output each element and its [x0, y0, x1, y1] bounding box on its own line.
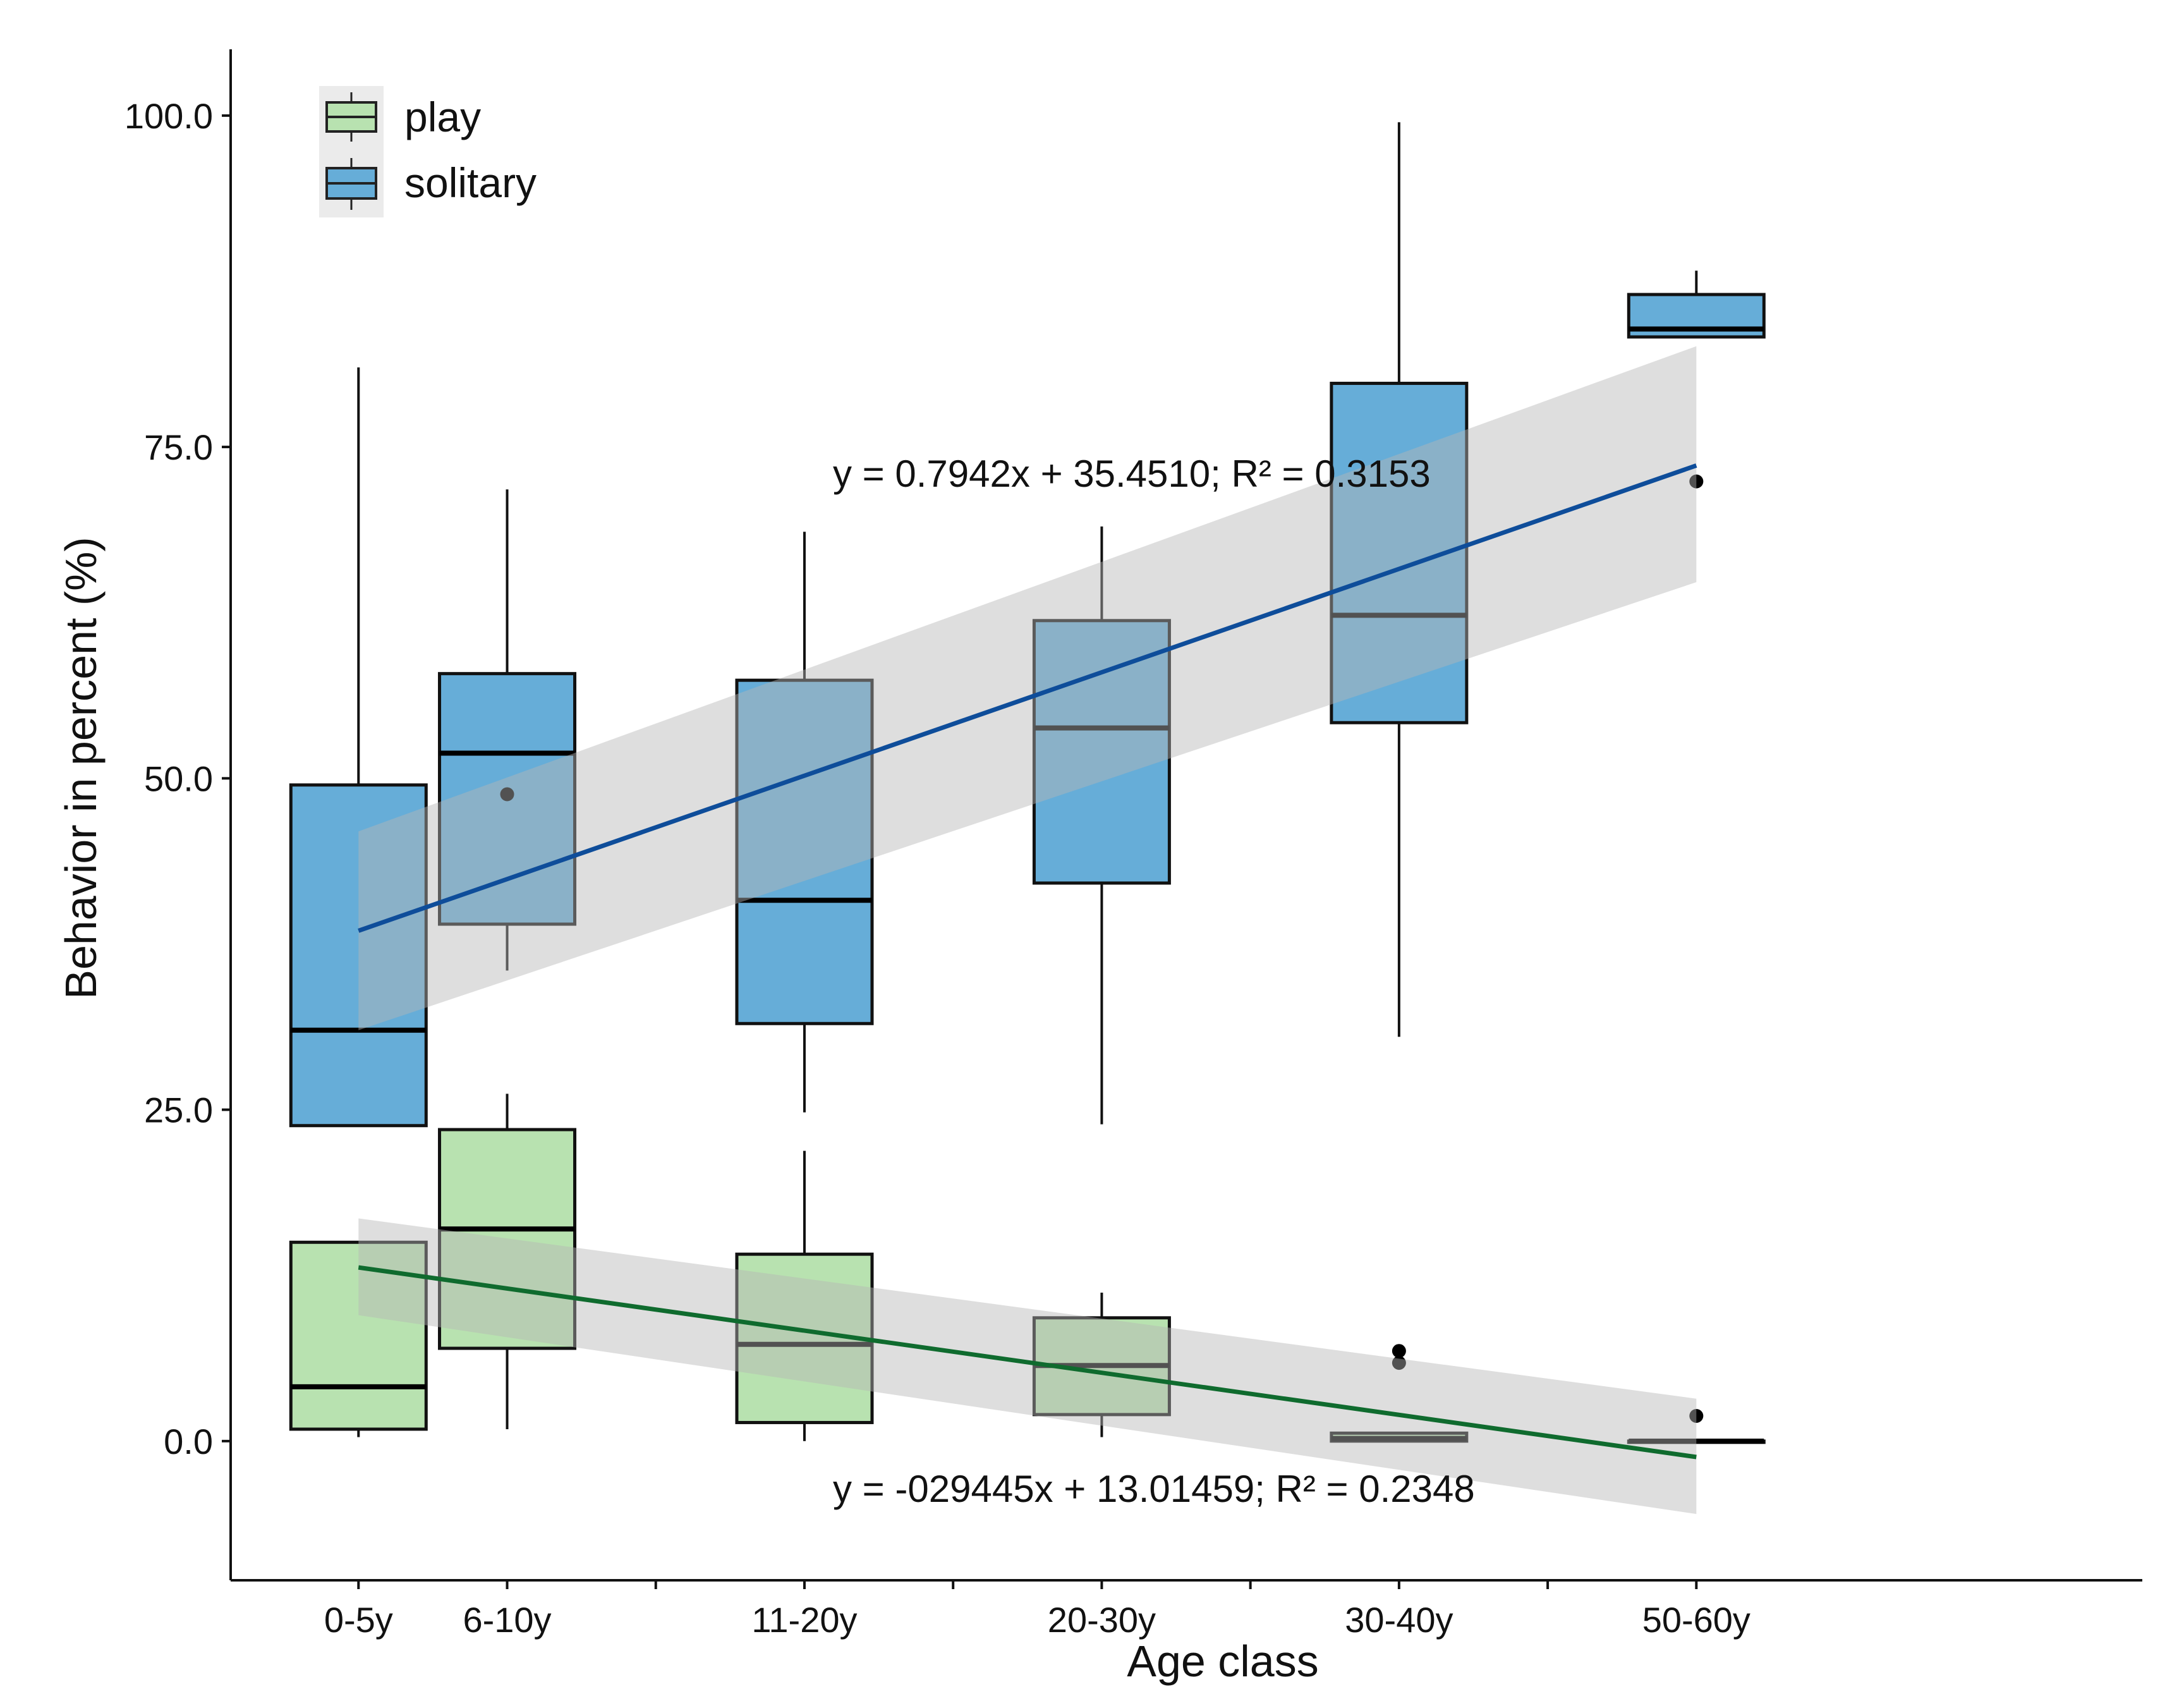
confidence-bands — [358, 346, 1697, 1515]
box-play-2 — [735, 1150, 874, 1441]
trend-lines — [358, 463, 1697, 1460]
x-tick-label: 50-60y — [1642, 1600, 1750, 1640]
legend-key-play — [325, 92, 377, 142]
legend: play solitary — [319, 86, 537, 217]
outlier-point — [1689, 474, 1704, 489]
y-tick-label: 25.0 — [144, 1090, 213, 1130]
x-axis-title: Age class — [1127, 1637, 1318, 1686]
box-body — [735, 678, 874, 1025]
x-tick-label: 0-5y — [324, 1600, 393, 1640]
box-solitary-1 — [438, 489, 577, 971]
outlier-point — [1689, 1408, 1704, 1423]
outlier-point — [1392, 1356, 1406, 1370]
box-body — [289, 783, 428, 1128]
box-play-4 — [1330, 1344, 1469, 1443]
x-tick-label: 20-30y — [1048, 1600, 1156, 1640]
box-body — [438, 1128, 577, 1350]
trend-line-solitary — [358, 463, 1697, 933]
trend-line-play — [358, 1265, 1697, 1460]
x-tick-label: 30-40y — [1345, 1600, 1453, 1640]
box-solitary-5 — [1627, 271, 1766, 489]
box-solitary-0 — [289, 367, 428, 1128]
y-tick-label: 100.0 — [124, 96, 213, 136]
box-solitary-2 — [735, 532, 874, 1113]
y-axis-title: Behavior in percent (%) — [56, 537, 106, 999]
y-tick-label: 75.0 — [144, 427, 213, 467]
outlier-point — [500, 787, 514, 802]
legend-label-play: play — [404, 94, 481, 140]
x-tick-label: 6-10y — [463, 1600, 551, 1640]
box-solitary-3 — [1032, 526, 1171, 1125]
box-play-5 — [1627, 1408, 1766, 1444]
y-tick-label: 0.0 — [164, 1422, 213, 1461]
axes: 0.0 25.0 50.0 75.0 100.0 0-5y 6-10y 11-20y 20-30… — [124, 49, 2142, 1640]
outlier-point — [1392, 1344, 1406, 1358]
ci-band-solitary — [358, 346, 1697, 1030]
y-tick-label: 50.0 — [144, 759, 213, 798]
play-equation: y = -029445x + 13.01459; R² = 0.2348 — [833, 1468, 1475, 1510]
box-body — [1032, 619, 1171, 885]
x-tick-label: 11-20y — [751, 1600, 857, 1640]
box-body — [735, 1252, 874, 1424]
legend-key-solitary — [325, 158, 377, 210]
ci-band-play — [358, 1218, 1697, 1515]
box-play-1 — [438, 1094, 577, 1429]
solitary-equation: y = 0.7942x + 35.4510; R² = 0.3153 — [833, 453, 1431, 495]
legend-label-solitary: solitary — [404, 159, 537, 206]
box-group — [289, 122, 1766, 1444]
